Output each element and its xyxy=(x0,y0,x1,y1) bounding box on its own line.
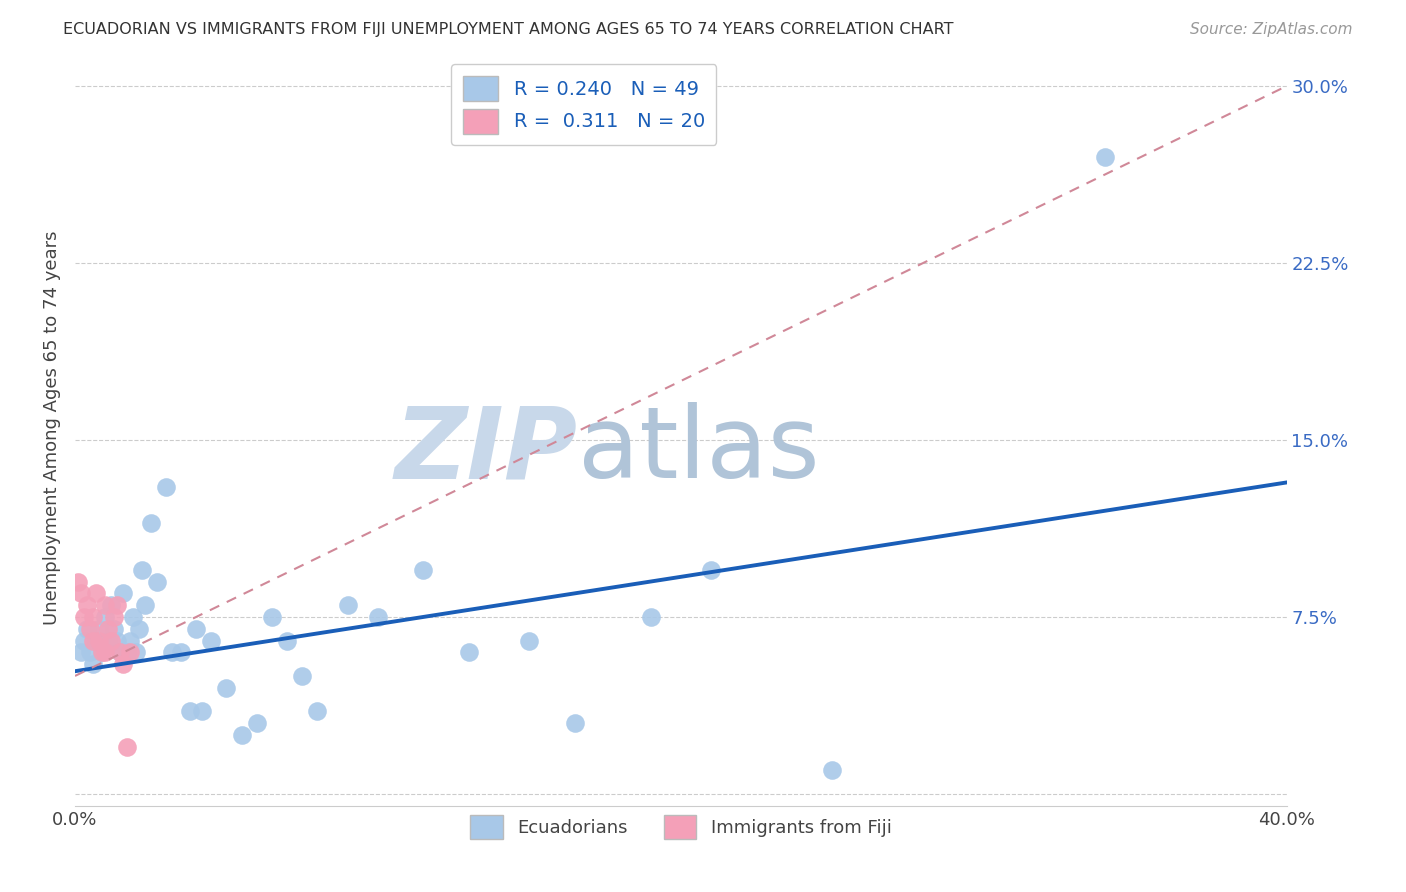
Point xyxy=(82,610,104,624)
Point xyxy=(103,610,125,624)
Point xyxy=(115,645,138,659)
Point xyxy=(107,633,129,648)
Point xyxy=(118,645,141,659)
Point xyxy=(84,633,107,648)
Point xyxy=(89,633,111,648)
Point xyxy=(76,622,98,636)
Point xyxy=(564,716,586,731)
Point xyxy=(112,657,135,672)
Point xyxy=(100,633,122,648)
Point xyxy=(110,645,132,659)
Point xyxy=(112,586,135,600)
Point xyxy=(103,622,125,636)
Point xyxy=(139,516,162,530)
Point xyxy=(134,598,156,612)
Point xyxy=(118,633,141,648)
Point xyxy=(155,480,177,494)
Point xyxy=(200,633,222,648)
Point xyxy=(70,586,93,600)
Point xyxy=(821,764,844,778)
Point xyxy=(97,622,120,636)
Point xyxy=(82,633,104,648)
Legend: Ecuadorians, Immigrants from Fiji: Ecuadorians, Immigrants from Fiji xyxy=(463,808,898,846)
Point xyxy=(70,645,93,659)
Text: Source: ZipAtlas.com: Source: ZipAtlas.com xyxy=(1189,22,1353,37)
Point xyxy=(336,598,359,612)
Point xyxy=(191,704,214,718)
Point xyxy=(179,704,201,718)
Text: ZIP: ZIP xyxy=(395,402,578,500)
Point xyxy=(186,622,208,636)
Point xyxy=(67,574,90,589)
Point xyxy=(128,622,150,636)
Point xyxy=(276,633,298,648)
Point xyxy=(100,598,122,612)
Point xyxy=(1094,150,1116,164)
Point xyxy=(291,669,314,683)
Point xyxy=(84,586,107,600)
Point xyxy=(73,610,96,624)
Point xyxy=(146,574,169,589)
Point xyxy=(82,657,104,672)
Point xyxy=(107,598,129,612)
Point xyxy=(94,598,117,612)
Point xyxy=(457,645,479,659)
Point xyxy=(700,563,723,577)
Point xyxy=(121,610,143,624)
Point xyxy=(73,633,96,648)
Text: ECUADORIAN VS IMMIGRANTS FROM FIJI UNEMPLOYMENT AMONG AGES 65 TO 74 YEARS CORREL: ECUADORIAN VS IMMIGRANTS FROM FIJI UNEMP… xyxy=(63,22,953,37)
Point xyxy=(160,645,183,659)
Point xyxy=(115,739,138,754)
Point xyxy=(412,563,434,577)
Point xyxy=(215,681,238,695)
Point xyxy=(79,645,101,659)
Point xyxy=(124,645,146,659)
Text: atlas: atlas xyxy=(578,402,820,500)
Point xyxy=(231,728,253,742)
Point xyxy=(94,645,117,659)
Point xyxy=(170,645,193,659)
Point xyxy=(76,598,98,612)
Point xyxy=(307,704,329,718)
Y-axis label: Unemployment Among Ages 65 to 74 years: Unemployment Among Ages 65 to 74 years xyxy=(44,231,60,625)
Point xyxy=(640,610,662,624)
Point xyxy=(94,610,117,624)
Point xyxy=(517,633,540,648)
Point xyxy=(79,622,101,636)
Point xyxy=(260,610,283,624)
Point xyxy=(97,633,120,648)
Point xyxy=(89,622,111,636)
Point xyxy=(91,645,114,659)
Point xyxy=(246,716,269,731)
Point xyxy=(110,645,132,659)
Point xyxy=(131,563,153,577)
Point xyxy=(367,610,389,624)
Point xyxy=(91,645,114,659)
